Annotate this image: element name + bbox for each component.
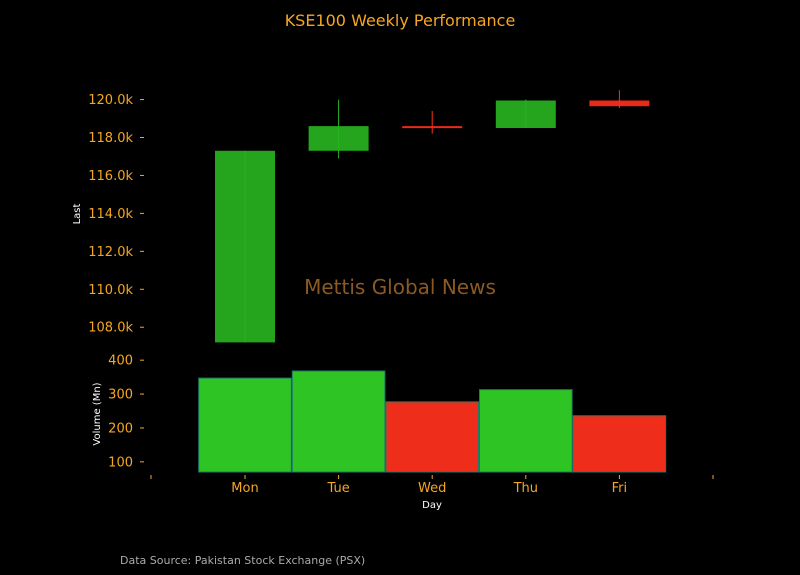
x-tick-label: Tue: [326, 481, 349, 496]
volume-y-tick-label: 200: [108, 421, 133, 436]
volume-bar: [198, 377, 292, 473]
volume-y-tick-label: 400: [108, 354, 133, 369]
price-panel: 108.0k 110.0k 112.0k 114.0k 116.0k 118.0k 120.…: [88, 90, 650, 343]
price-y-tick-label: 116.0k: [88, 169, 133, 184]
volume-bar: [385, 401, 479, 473]
price-y-tick-label: 120.0k: [88, 93, 133, 108]
x-tick-label: Wed: [418, 481, 446, 496]
watermark: Mettis Global News: [304, 275, 496, 299]
x-axis-label: Day: [422, 500, 442, 511]
candle-body: [308, 126, 369, 151]
volume-y-axis-label: Volume (Mn): [92, 382, 103, 445]
volume-bar: [572, 415, 667, 473]
volume-y-tick-label: 100: [108, 455, 133, 470]
volume-y-tick-label: 300: [108, 388, 133, 403]
price-y-tick-label: 108.0k: [88, 321, 133, 336]
chart-title: KSE100 Weekly Performance: [285, 11, 516, 30]
candle-body: [589, 100, 650, 107]
candle-body: [495, 100, 556, 129]
candle-body: [402, 126, 463, 129]
data-source-note: Data Source: Pakistan Stock Exchange (PS…: [120, 554, 365, 567]
volume-bar: [479, 389, 573, 473]
price-y-tick-label: 114.0k: [88, 207, 133, 222]
price-y-tick-label: 112.0k: [88, 245, 133, 260]
price-y-tick-label: 110.0k: [88, 283, 133, 298]
volume-bar: [291, 370, 386, 473]
candle-body: [215, 150, 275, 343]
volume-panel: 100 200 300 400 Mon Tue Wed Thu Fri: [108, 354, 714, 496]
x-tick-label: Mon: [231, 481, 258, 496]
x-tick-label: Fri: [612, 481, 628, 496]
price-y-tick-label: 118.0k: [88, 131, 133, 146]
x-tick-label: Thu: [513, 481, 538, 496]
price-y-axis-label: Last: [72, 204, 83, 225]
